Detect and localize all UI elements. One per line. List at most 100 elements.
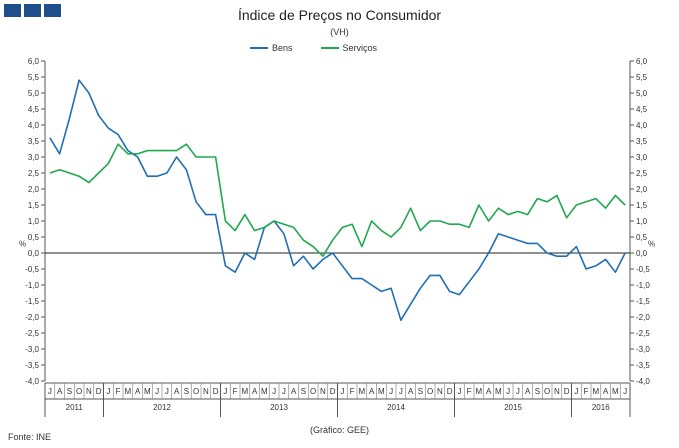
x-tick-label: S (535, 387, 540, 396)
x-tick-label: M (261, 387, 268, 396)
x-tick-label: F (116, 387, 121, 396)
x-tick-label: J (516, 387, 520, 396)
series-line-bens (49, 79, 626, 322)
y-tick-label-right: -0,5 (636, 265, 650, 274)
legend-item-servicos: Serviços (320, 43, 378, 53)
year-label: 2015 (504, 403, 522, 412)
y-tick-label-left: 5,0 (28, 89, 40, 98)
y-tick-label-left: 4,0 (28, 121, 40, 130)
y-tick-label-right: -3,5 (636, 361, 650, 370)
x-tick-label: F (467, 387, 472, 396)
x-tick-label: O (193, 387, 199, 396)
chart-title: Índice de Preços no Consumidor (237, 7, 442, 23)
y-tick-label-left: -4,0 (25, 377, 39, 386)
x-tick-label: M (359, 387, 366, 396)
chart-subtitle: (VH) (330, 27, 349, 37)
x-tick-label: J (506, 387, 510, 396)
y-tick-label-right: 4,5 (636, 105, 648, 114)
x-tick-label: A (135, 387, 141, 396)
x-tick-label: O (310, 387, 316, 396)
y-tick-label-right: 0,5 (636, 233, 648, 242)
y-tick-label-left: -1,0 (25, 281, 39, 290)
x-tick-label: O (427, 387, 433, 396)
x-tick-label: A (486, 387, 492, 396)
x-tick-label: M (242, 387, 249, 396)
y-tick-label-right: 6,0 (636, 57, 648, 66)
y-tick-label-right: -1,0 (636, 281, 650, 290)
y-tick-label-right: 1,5 (636, 201, 648, 210)
x-tick-label: N (554, 387, 560, 396)
y-tick-label-left: 3,5 (28, 137, 40, 146)
x-tick-label: M (378, 387, 385, 396)
y-tick-label-left: -3,5 (25, 361, 39, 370)
x-tick-label: J (106, 387, 110, 396)
x-tick-label: S (67, 387, 72, 396)
y-tick-label-left: -0,5 (25, 265, 39, 274)
y-tick-label-left: 0,5 (28, 233, 40, 242)
legend-label-bens: Bens (272, 43, 293, 53)
x-tick-label: J (282, 387, 286, 396)
y-tick-label-right: 2,0 (636, 185, 648, 194)
x-tick-label: A (174, 387, 180, 396)
x-tick-label: N (320, 387, 326, 396)
x-tick-label: N (86, 387, 92, 396)
y-tick-label-right: 5,5 (636, 73, 648, 82)
legend-item-bens: Bens (250, 43, 293, 53)
y-tick-label-right: -2,0 (636, 313, 650, 322)
x-tick-label: J (155, 387, 159, 396)
y-tick-label-left: 3,0 (28, 153, 40, 162)
y-tick-label-right: 2,5 (636, 169, 648, 178)
x-tick-label: M (593, 387, 600, 396)
legend-swatch-servicos (320, 47, 339, 49)
x-tick-label: J (223, 387, 227, 396)
x-tick-label: N (437, 387, 443, 396)
x-tick-label: A (252, 387, 258, 396)
series-line-servicos (49, 143, 626, 258)
y-tick-label-left: -1,5 (25, 297, 39, 306)
x-tick-label: J (457, 387, 461, 396)
x-tick-label: D (96, 387, 102, 396)
x-tick-label: M (476, 387, 483, 396)
x-tick-label: J (272, 387, 276, 396)
y-tick-label-right: -1,5 (636, 297, 650, 306)
legend-label-servicos: Serviços (342, 43, 378, 53)
year-label: 2011 (66, 403, 84, 412)
x-tick-label: A (291, 387, 297, 396)
chart-legend: Bens Serviços (250, 43, 377, 53)
y-tick-label-left: 2,0 (28, 185, 40, 194)
y-axis-label-right: % (648, 240, 655, 249)
logo-block-icon (4, 4, 21, 17)
legend-swatch-bens (250, 47, 268, 49)
x-tick-label: F (233, 387, 238, 396)
y-tick-label-right: 4,0 (636, 121, 648, 130)
x-tick-label: D (213, 387, 219, 396)
y-tick-label-left: 1,0 (28, 217, 40, 226)
y-tick-label-right: -3,0 (636, 345, 650, 354)
x-tick-label: F (350, 387, 355, 396)
year-label: 2016 (592, 403, 610, 412)
y-tick-label-right: 1,0 (636, 217, 648, 226)
chart-credit: (Gráfico: GEE) (309, 425, 369, 435)
x-tick-label: O (544, 387, 550, 396)
y-tick-label-left: -2,5 (25, 329, 39, 338)
x-tick-label: J (623, 387, 627, 396)
x-tick-label: J (48, 387, 52, 396)
year-label: 2012 (153, 403, 171, 412)
y-tick-label-left: 4,5 (28, 105, 40, 114)
y-tick-label-left: 0,0 (28, 249, 40, 258)
y-tick-label-left: 6,0 (28, 57, 40, 66)
y-tick-label-right: 3,0 (636, 153, 648, 162)
x-tick-label: D (447, 387, 453, 396)
x-tick-label: A (603, 387, 609, 396)
x-tick-label: J (574, 387, 578, 396)
x-tick-label: N (203, 387, 209, 396)
y-tick-label-right: -2,5 (636, 329, 650, 338)
y-tick-label-left: 1,5 (28, 201, 40, 210)
y-axis-label-left: % (19, 240, 26, 249)
x-tick-label: J (165, 387, 169, 396)
x-tick-label: S (418, 387, 423, 396)
x-tick-label: J (399, 387, 403, 396)
ine-logo (4, 4, 61, 17)
x-tick-label: S (184, 387, 189, 396)
